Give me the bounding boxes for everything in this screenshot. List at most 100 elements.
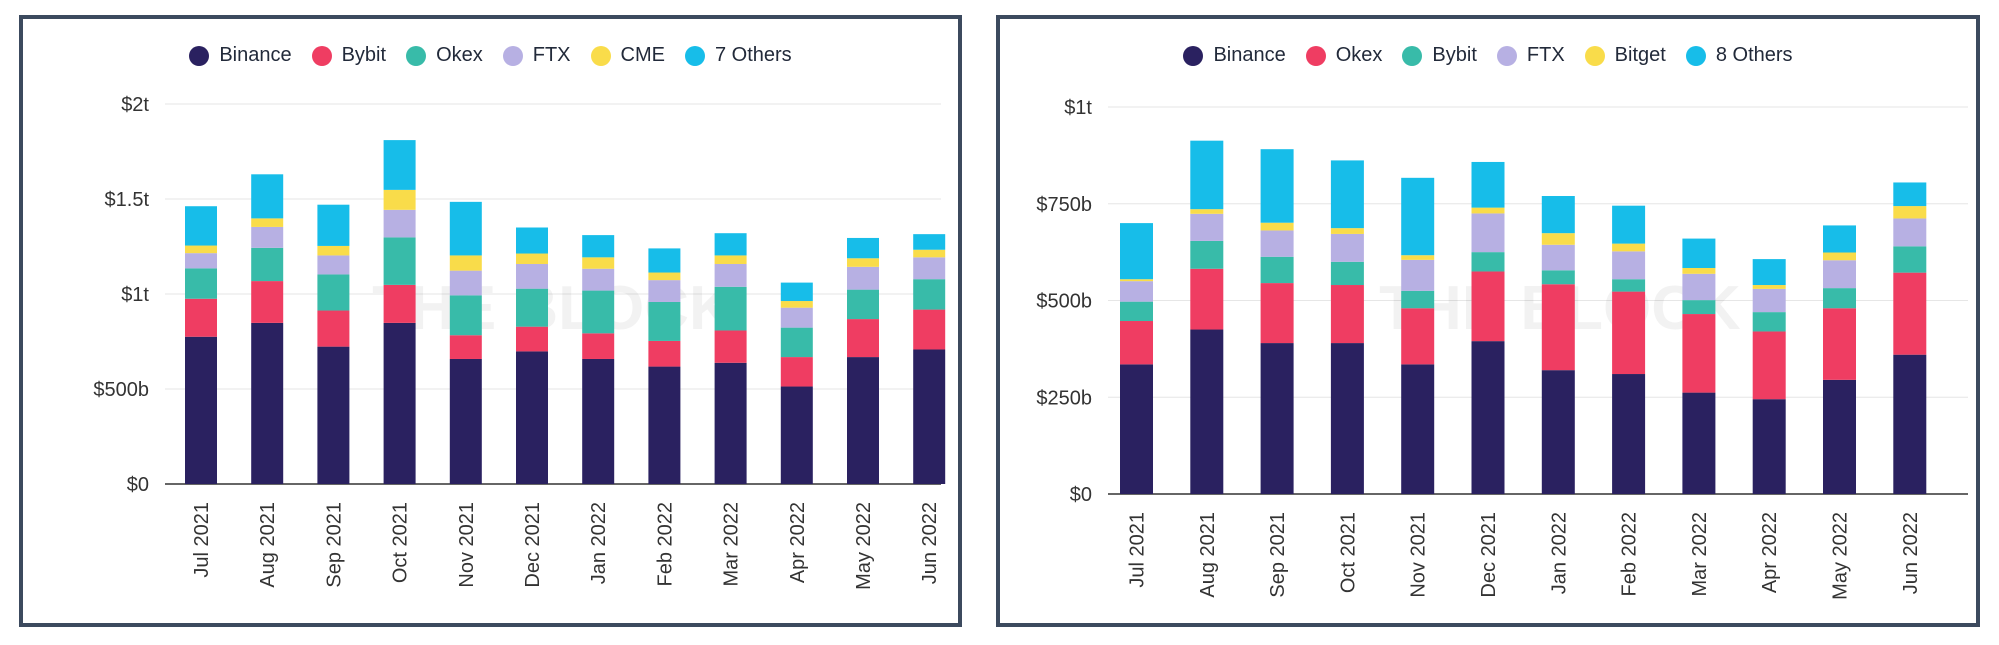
- x-tick-label: Sep 2021: [323, 502, 345, 588]
- bar-segment: [1612, 374, 1646, 494]
- bar-segment: [1401, 259, 1435, 291]
- bar-segment: [1260, 256, 1294, 284]
- bar-segment: [317, 310, 350, 347]
- y-tick-label: $1t: [1064, 97, 1092, 119]
- bar-segment: [1330, 160, 1364, 229]
- bar-segment: [317, 204, 350, 246]
- bar-segment: [251, 226, 284, 248]
- legend-item-okex: Okex: [1305, 44, 1383, 67]
- bar-segment: [780, 327, 813, 358]
- bar-segment: [317, 274, 350, 311]
- bar-segment: [449, 358, 482, 484]
- legend-item-bybit: Bybit: [1402, 44, 1477, 67]
- legend-item-binance: Binance: [1183, 44, 1286, 67]
- bar-segment: [1893, 206, 1927, 219]
- x-tick-label: Jul 2021: [191, 502, 213, 578]
- bar-segment: [449, 255, 482, 271]
- bar-segment: [1893, 218, 1927, 247]
- bar-segment: [714, 255, 747, 264]
- y-tick-label: $1.5t: [105, 189, 150, 211]
- bar-segment: [1752, 331, 1786, 400]
- legend-label: Okex: [436, 44, 483, 66]
- bar-segment: [1330, 285, 1364, 344]
- x-tick-label: Aug 2021: [257, 502, 279, 588]
- bar-segment: [648, 366, 681, 484]
- bar-segment: [516, 263, 548, 289]
- x-tick-label: Jun 2022: [1900, 512, 1922, 594]
- bar-segment: [780, 386, 813, 484]
- bar-segment: [1190, 140, 1224, 210]
- x-tick-label: Aug 2021: [1197, 512, 1219, 598]
- bar-segment: [1330, 343, 1364, 494]
- bar-segment: [1612, 279, 1646, 292]
- bar-segment: [1260, 222, 1294, 231]
- bar-segment: [1471, 341, 1505, 494]
- legend-swatch: [311, 45, 332, 66]
- bar-segment: [251, 218, 284, 227]
- legend-item-cme: CME: [590, 44, 665, 67]
- bar-segment: [383, 284, 416, 323]
- bar-segment: [913, 257, 946, 280]
- bar-segment: [847, 357, 879, 484]
- x-tick-label: Oct 2021: [390, 502, 412, 583]
- bar-segment: [1471, 207, 1505, 214]
- x-tick-label: Jul 2021: [1127, 512, 1149, 588]
- bar-segment: [317, 255, 350, 275]
- bar-segment: [1260, 230, 1294, 257]
- x-tick-label: May 2022: [853, 502, 875, 590]
- bar-segment: [1612, 251, 1646, 280]
- bar-segment: [714, 362, 747, 484]
- bar-segment: [1471, 252, 1505, 272]
- x-tick-label: Feb 2022: [654, 502, 676, 587]
- bar-segment: [1823, 260, 1856, 289]
- legend-label: Bybit: [1432, 44, 1477, 66]
- bar-segment: [516, 227, 548, 254]
- legend-item-ftx: FTX: [1496, 44, 1565, 67]
- bar-segment: [1330, 261, 1364, 286]
- bar-segment: [582, 290, 615, 334]
- bar-segment: [1401, 290, 1435, 309]
- bar-segment: [847, 237, 879, 259]
- x-tick-label: Oct 2021: [1337, 512, 1359, 593]
- bar-segment: [714, 263, 747, 287]
- bar-segment: [582, 333, 615, 359]
- bar-segment: [1752, 312, 1786, 332]
- bar-segment: [648, 272, 681, 281]
- x-tick-label: Dec 2021: [1478, 512, 1500, 598]
- legend-label: CME: [620, 44, 665, 66]
- legend-item-others: 8 Others: [1685, 44, 1793, 67]
- y-tick-label: $2t: [121, 94, 149, 116]
- bar-segment: [317, 346, 350, 484]
- bar-segment: [1120, 301, 1153, 322]
- legend-swatch: [684, 45, 705, 66]
- bar-segment: [383, 209, 416, 238]
- bar-segment: [1893, 246, 1927, 273]
- bar-segment: [383, 140, 416, 190]
- bar-segment: [780, 301, 813, 308]
- legend-swatch: [1183, 45, 1204, 66]
- legend-swatch: [1685, 45, 1706, 66]
- bar-segment: [1682, 314, 1716, 393]
- bar-segment: [185, 268, 217, 299]
- bar-segment: [847, 258, 879, 267]
- bar-segment: [847, 266, 879, 290]
- bar-segment: [185, 336, 217, 484]
- bar-segment: [1120, 223, 1153, 280]
- bar-segment: [1752, 259, 1786, 286]
- y-tick-label: $250b: [1036, 387, 1092, 409]
- bar-segment: [1401, 177, 1435, 256]
- legend-item-bybit: Bybit: [311, 44, 386, 67]
- bar-segment: [1752, 399, 1786, 494]
- legend-label: Okex: [1335, 44, 1383, 66]
- bar-segment: [1541, 196, 1575, 234]
- legend-label: FTX: [532, 44, 571, 66]
- bar-segment: [714, 286, 747, 331]
- bar-segment: [913, 279, 946, 310]
- bar-segment: [251, 174, 284, 219]
- bar-segment: [1120, 281, 1153, 302]
- x-tick-label: Jun 2022: [919, 502, 941, 584]
- bar-segment: [1541, 370, 1575, 494]
- bar-segment: [1682, 267, 1716, 274]
- bar-segment: [1752, 285, 1786, 289]
